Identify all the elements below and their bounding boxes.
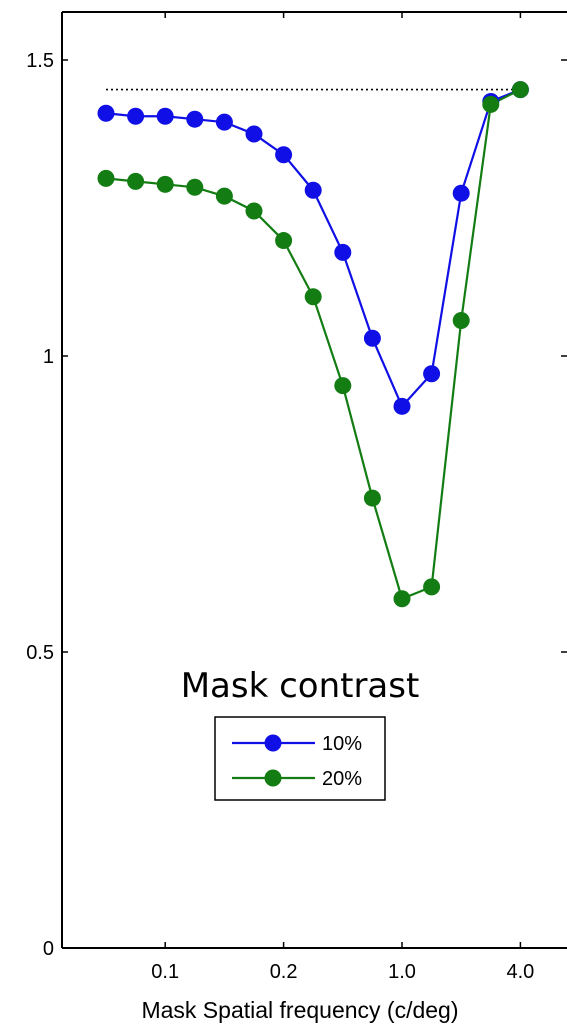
data-point-series-2	[245, 202, 263, 220]
legend-box	[214, 716, 386, 801]
data-point-series-2	[156, 175, 174, 193]
legend-marker-1	[264, 734, 282, 752]
series-line-1	[105, 88, 521, 409]
data-point-series-2	[186, 178, 204, 196]
data-point-series-1	[334, 243, 352, 261]
x-tick-label: 4.0	[506, 961, 534, 983]
data-point-series-2	[97, 169, 115, 187]
y-tick-label: 1.5	[26, 50, 54, 72]
series-group	[97, 81, 529, 608]
data-point-series-2	[363, 489, 381, 507]
y-tick-label: 0	[43, 938, 54, 960]
x-tick-labels: 0.1 0.2 1.0 4.0	[151, 961, 534, 983]
data-point-series-2	[334, 377, 352, 395]
data-point-series-1	[245, 125, 263, 143]
y-tick-labels: 0 0.5 1 1.5	[26, 50, 54, 960]
data-point-series-1	[156, 107, 174, 125]
data-point-series-2	[304, 288, 322, 306]
legend-title: Mask contrast	[181, 666, 420, 706]
data-point-series-2	[511, 81, 529, 99]
legend-label-2: 20%	[322, 768, 362, 790]
data-point-series-1	[186, 110, 204, 128]
data-point-series-1	[275, 146, 293, 164]
series-line-2	[105, 88, 521, 601]
data-point-series-1	[97, 104, 115, 122]
data-point-series-2	[215, 187, 233, 205]
data-point-series-2	[393, 590, 411, 608]
x-axis-title: Mask Spatial frequency (c/deg)	[141, 997, 458, 1023]
data-point-series-1	[423, 365, 441, 383]
legend-label-1: 10%	[322, 733, 362, 755]
data-point-series-1	[452, 184, 470, 202]
data-point-series-1	[215, 113, 233, 131]
data-point-series-2	[423, 578, 441, 596]
legend: 10% 20%	[214, 716, 386, 801]
y-tick-label: 0.5	[26, 642, 54, 664]
data-point-series-2	[127, 172, 145, 190]
data-point-series-1	[393, 397, 411, 415]
x-tick-label: 0.2	[270, 961, 298, 983]
data-point-series-1	[363, 329, 381, 347]
y-tick-label: 1	[43, 346, 54, 368]
x-tick-label: 0.1	[151, 961, 179, 983]
data-point-series-1	[127, 107, 145, 125]
plot-frame	[61, 11, 567, 949]
x-tick-label: 1.0	[388, 961, 416, 983]
data-point-series-1	[304, 181, 322, 199]
data-point-series-2	[452, 311, 470, 329]
legend-marker-2	[264, 769, 282, 787]
axis-ticks	[62, 12, 567, 949]
data-point-series-2	[275, 232, 293, 250]
data-point-series-2	[482, 95, 500, 113]
